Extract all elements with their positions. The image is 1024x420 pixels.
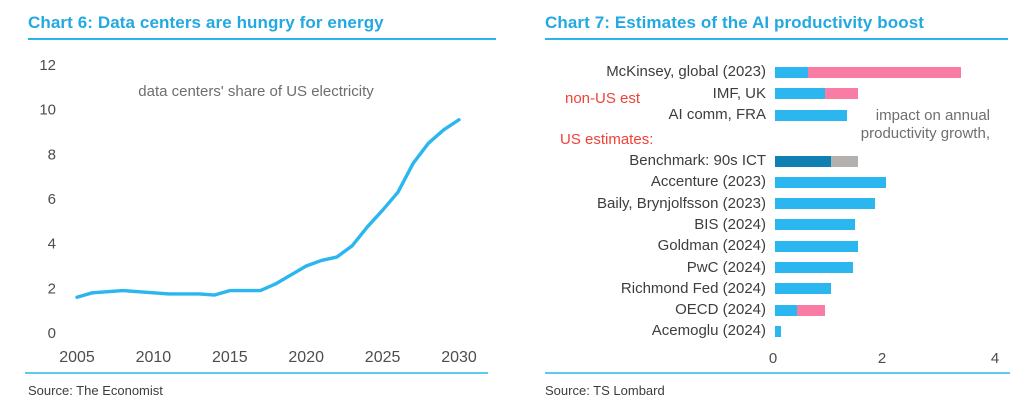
bar-segment-darkblue [775, 155, 831, 167]
chart6-subtitle: data centers' share of US electricity [138, 83, 374, 100]
line-chart-data-centers: 0 2 4 6 8 10 12 2005 2010 2015 2020 2025 2030 data ce… [39, 57, 477, 366]
chart7-x-tick-label: 0 [768, 350, 778, 367]
chart7-source: Source: TS Lombard [545, 383, 665, 398]
bar-row-label: OECD (2024) [675, 301, 766, 319]
chart7-title-underline [545, 38, 1008, 40]
bar-segment-pink [797, 304, 825, 316]
bar-segment-cyan [775, 262, 853, 273]
chart6-bottom-rule [25, 372, 488, 374]
chart6-title: Chart 6: Data centers are hungry for ene… [28, 13, 384, 32]
bar-row-label: BIS (2024) [694, 215, 766, 233]
y-tick-label: 10 [39, 102, 56, 119]
bar-segment-cyan [775, 304, 798, 316]
x-tick-label: 2020 [288, 349, 324, 366]
y-tick-label: 4 [48, 236, 56, 253]
bar-row-label: Baily, Brynjolfsson (2023) [597, 194, 766, 212]
bar-segment-cyan [775, 109, 848, 121]
bar-segment-pink [808, 66, 961, 78]
x-tick-label: 2015 [212, 349, 248, 366]
bar-segment-cyan [775, 198, 875, 210]
bar-row-label: PwC (2024) [686, 258, 766, 276]
electricity-share-line [75, 118, 461, 299]
chart7-bottom-rule [545, 372, 1010, 374]
bar-segment-cyan [775, 325, 781, 337]
bar-track [775, 66, 961, 78]
annotation-line-1: impact on annual [875, 107, 990, 124]
chart6-source: Source: The Economist [28, 383, 163, 398]
bar-row-label: Accenture (2023) [650, 173, 766, 191]
bar-segment-cyan [775, 88, 825, 99]
bar-segment-cyan [775, 219, 856, 231]
y-tick-label: 2 [48, 280, 56, 297]
bar-row-label: AI comm, FRA [668, 106, 766, 123]
bar-track [775, 325, 781, 337]
chart7-title: Chart 7: Estimates of the AI productivit… [545, 13, 925, 32]
bar-track [775, 109, 848, 121]
y-tick-label: 8 [48, 146, 56, 163]
bar-track [775, 198, 875, 210]
bar-row-label: McKinsey, global (2023) [606, 63, 766, 80]
bar-segment-cyan [775, 240, 859, 252]
bar-track [775, 219, 856, 231]
group-label-non-us: non-US est [565, 90, 641, 107]
bar-row-label: Richmond Fed (2024) [620, 279, 766, 297]
y-tick-label: 0 [48, 325, 56, 342]
bar-segment-cyan [775, 66, 809, 78]
chart6-title-underline [28, 38, 496, 40]
bar-track [775, 240, 859, 252]
chart7-x-tick-label: 4 [990, 350, 1000, 367]
annotation-line-2: productivity growth, [860, 125, 990, 142]
bar-track [775, 283, 831, 295]
bar-track [775, 155, 859, 167]
bar-segment-cyan [775, 283, 831, 295]
bar-track [775, 304, 825, 316]
group-label-us-estimates: US estimates: [560, 131, 654, 148]
bar-track [775, 262, 853, 273]
bar-track [775, 176, 886, 188]
bar-track [775, 88, 859, 99]
chart7-annotation: impact on annual productivity growth, [861, 107, 990, 143]
bar-row-label: Goldman (2024) [657, 237, 766, 255]
bar-segment-gray [830, 155, 859, 167]
bar-segment-cyan [775, 176, 886, 188]
y-tick-label: 6 [48, 191, 56, 208]
x-tick-label: 2025 [365, 349, 401, 366]
bar-row-label: Acemoglu (2024) [651, 322, 766, 340]
x-tick-label: 2010 [136, 349, 172, 366]
y-tick-label: 12 [39, 57, 56, 74]
x-tick-label: 2030 [441, 349, 477, 366]
bar-row-label: Benchmark: 90s ICT [629, 152, 766, 169]
bar-segment-pink [824, 88, 859, 99]
bar-row-label: IMF, UK [712, 84, 766, 102]
x-tick-label: 2005 [59, 349, 95, 366]
chart7-x-tick-label: 2 [877, 350, 887, 367]
